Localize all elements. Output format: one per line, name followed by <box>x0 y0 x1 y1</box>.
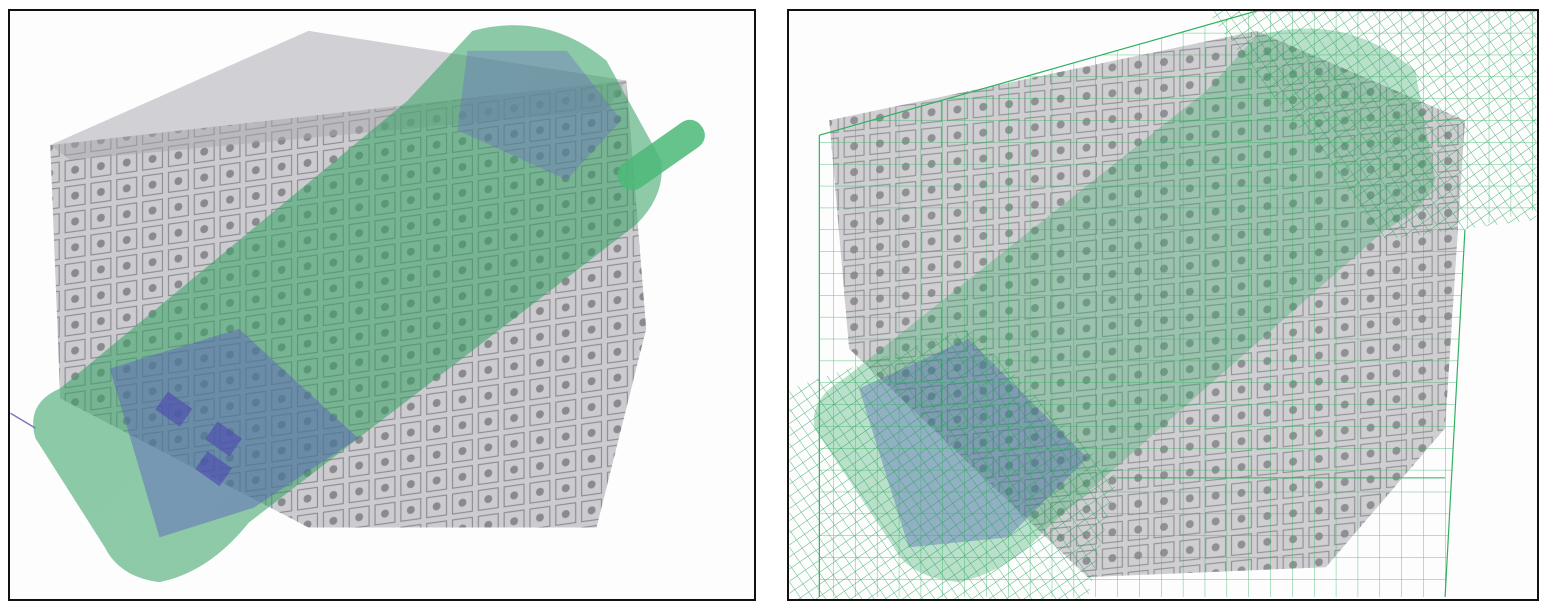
left-render-panel <box>8 9 756 601</box>
right-render-panel <box>787 9 1539 601</box>
phone-model <box>33 25 705 583</box>
right-render-svg <box>789 11 1537 599</box>
bounding-box-wireframe <box>789 11 1537 599</box>
left-render-svg <box>10 25 705 583</box>
